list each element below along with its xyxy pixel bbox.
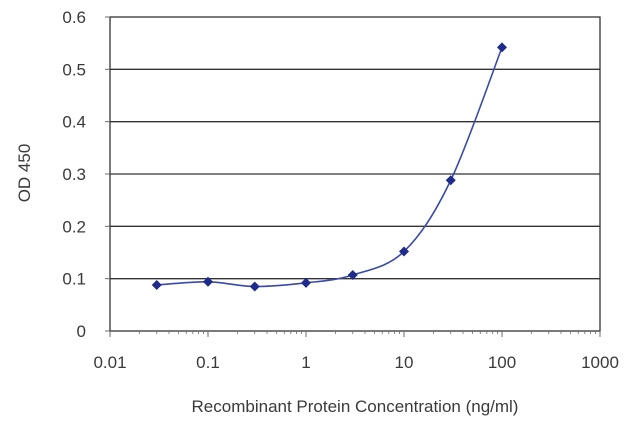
y-tick-label: 0 bbox=[77, 322, 86, 341]
x-axis-title: Recombinant Protein Concentration (ng/ml… bbox=[192, 397, 519, 416]
y-tick-label: 0.2 bbox=[62, 217, 86, 236]
x-tick-label: 0.1 bbox=[196, 353, 220, 372]
data-point-marker bbox=[347, 270, 358, 281]
y-tick-label: 0.4 bbox=[62, 113, 86, 132]
grid-lines bbox=[110, 68, 600, 280]
x-tick-label: 1 bbox=[301, 353, 310, 372]
data-point-marker bbox=[445, 175, 456, 186]
data-point-marker bbox=[203, 276, 213, 287]
data-point-marker bbox=[151, 279, 162, 290]
x-tick-label: 0.01 bbox=[93, 353, 126, 372]
series-curve bbox=[156, 47, 503, 288]
y-tick-label: 0.6 bbox=[62, 8, 86, 27]
x-tick-label: 10 bbox=[395, 353, 414, 372]
x-tick-label: 1000 bbox=[581, 353, 619, 372]
data-point-marker bbox=[497, 42, 507, 53]
series-line bbox=[156, 47, 503, 288]
data-points bbox=[151, 42, 507, 292]
y-tick-label: 0.5 bbox=[62, 60, 86, 79]
axes bbox=[105, 16, 601, 337]
data-point-marker bbox=[249, 281, 260, 292]
data-point-marker bbox=[399, 246, 409, 257]
tick-labels: 0 0.1 0.2 0.3 0.4 0.5 0.6 0.01 0.1 1 10 100 1000 bbox=[62, 8, 619, 372]
data-point-marker bbox=[301, 277, 311, 288]
x-tick-label: 100 bbox=[488, 353, 516, 372]
y-tick-label: 0.3 bbox=[62, 165, 86, 184]
y-tick-label: 0.1 bbox=[62, 270, 86, 289]
y-axis-title: OD 450 bbox=[15, 144, 34, 203]
